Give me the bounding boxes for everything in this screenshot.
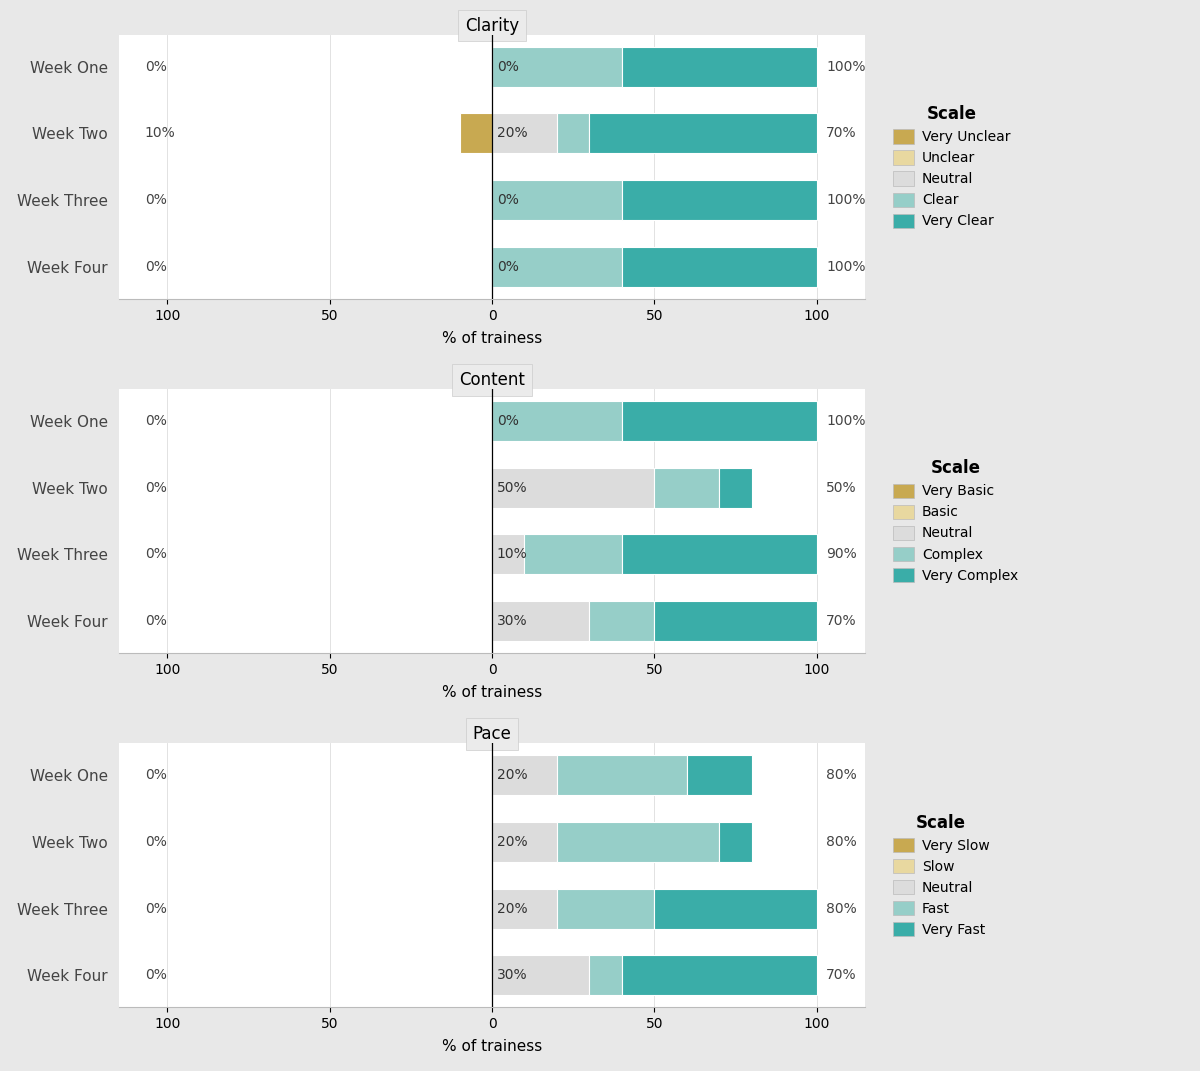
Text: 30%: 30%	[497, 614, 528, 628]
Text: 80%: 80%	[827, 768, 857, 782]
Title: Pace: Pace	[473, 725, 511, 743]
Text: 30%: 30%	[497, 968, 528, 982]
Text: 0%: 0%	[145, 547, 167, 561]
Bar	[492, 246, 622, 287]
Bar	[492, 821, 557, 862]
Text: 70%: 70%	[827, 968, 857, 982]
Bar	[622, 180, 816, 221]
Bar	[654, 601, 816, 642]
Bar	[622, 47, 816, 87]
Text: 0%: 0%	[145, 260, 167, 274]
Text: 0%: 0%	[145, 481, 167, 495]
Bar	[492, 955, 589, 995]
Text: 20%: 20%	[497, 768, 528, 782]
Text: 0%: 0%	[145, 614, 167, 628]
Text: 100%: 100%	[827, 193, 866, 207]
Text: 0%: 0%	[145, 834, 167, 849]
X-axis label: % of trainess: % of trainess	[442, 685, 542, 700]
Bar	[686, 755, 751, 795]
Bar	[492, 534, 524, 574]
Bar	[492, 468, 654, 508]
Bar	[492, 180, 622, 221]
Text: 10%: 10%	[145, 126, 175, 140]
Text: 50%: 50%	[827, 481, 857, 495]
Bar	[589, 114, 816, 153]
Bar	[492, 601, 589, 642]
Text: 20%: 20%	[497, 902, 528, 916]
Text: 80%: 80%	[827, 902, 857, 916]
Bar	[492, 755, 557, 795]
Text: 80%: 80%	[827, 834, 857, 849]
Text: 0%: 0%	[145, 968, 167, 982]
Bar	[557, 889, 654, 929]
Text: 0%: 0%	[145, 60, 167, 74]
Bar	[622, 534, 816, 574]
Text: 100%: 100%	[827, 260, 866, 274]
Bar	[719, 468, 751, 508]
Text: 100%: 100%	[827, 413, 866, 428]
Bar	[492, 889, 557, 929]
Bar	[557, 755, 686, 795]
Bar	[622, 401, 816, 441]
Bar	[622, 955, 816, 995]
Text: 50%: 50%	[497, 481, 528, 495]
Text: 100%: 100%	[827, 60, 866, 74]
X-axis label: % of trainess: % of trainess	[442, 1039, 542, 1054]
Text: 20%: 20%	[497, 834, 528, 849]
Legend: Very Basic, Basic, Neutral, Complex, Very Complex: Very Basic, Basic, Neutral, Complex, Ver…	[887, 454, 1024, 588]
Text: 0%: 0%	[497, 413, 518, 428]
Text: 20%: 20%	[497, 126, 528, 140]
Bar	[492, 114, 557, 153]
Bar	[654, 889, 816, 929]
Legend: Very Unclear, Unclear, Neutral, Clear, Very Clear: Very Unclear, Unclear, Neutral, Clear, V…	[887, 100, 1016, 233]
Bar	[460, 114, 492, 153]
Text: 70%: 70%	[827, 614, 857, 628]
Bar	[589, 955, 622, 995]
Legend: Very Slow, Slow, Neutral, Fast, Very Fast: Very Slow, Slow, Neutral, Fast, Very Fas…	[887, 808, 995, 942]
Bar	[622, 246, 816, 287]
Text: 0%: 0%	[145, 193, 167, 207]
Bar	[557, 821, 719, 862]
Text: 70%: 70%	[827, 126, 857, 140]
Text: 0%: 0%	[145, 768, 167, 782]
Bar	[654, 468, 719, 508]
X-axis label: % of trainess: % of trainess	[442, 331, 542, 346]
Text: 0%: 0%	[497, 193, 518, 207]
Bar	[557, 114, 589, 153]
Title: Clarity: Clarity	[464, 17, 520, 34]
Bar	[589, 601, 654, 642]
Text: 0%: 0%	[497, 60, 518, 74]
Text: 0%: 0%	[497, 260, 518, 274]
Text: 0%: 0%	[145, 413, 167, 428]
Title: Content: Content	[460, 371, 524, 389]
Bar	[492, 401, 622, 441]
Bar	[719, 821, 751, 862]
Text: 90%: 90%	[827, 547, 857, 561]
Bar	[492, 47, 622, 87]
Text: 0%: 0%	[145, 902, 167, 916]
Bar	[524, 534, 622, 574]
Text: 10%: 10%	[497, 547, 528, 561]
